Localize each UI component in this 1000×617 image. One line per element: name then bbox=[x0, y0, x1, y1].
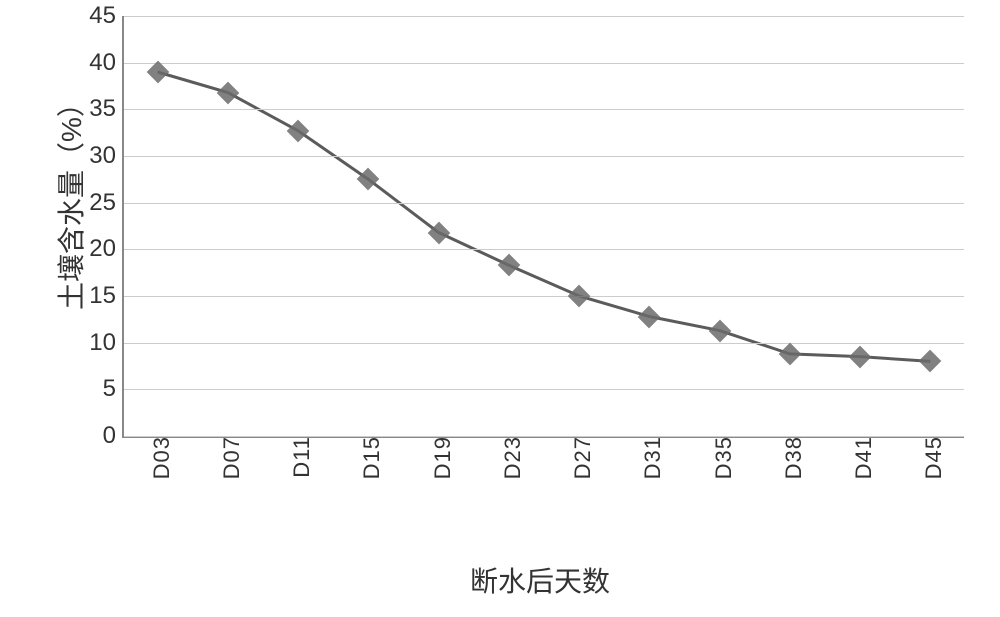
xtick-label: D38 bbox=[773, 436, 807, 479]
x-axis-label: 断水后天数 bbox=[470, 560, 610, 600]
ytick-label: 35 bbox=[89, 95, 124, 123]
gridline bbox=[124, 436, 964, 437]
gridline bbox=[124, 156, 964, 157]
xtick-label: D27 bbox=[562, 436, 596, 479]
xtick-label: D41 bbox=[843, 436, 877, 479]
ytick-label: 20 bbox=[89, 235, 124, 263]
gridline bbox=[124, 296, 964, 297]
xtick-label: D11 bbox=[281, 436, 315, 478]
data-line-svg bbox=[124, 16, 964, 436]
ytick-label: 5 bbox=[103, 375, 124, 403]
gridline bbox=[124, 109, 964, 110]
xtick-label: D15 bbox=[351, 436, 385, 479]
xtick-label: D35 bbox=[703, 436, 737, 479]
gridline bbox=[124, 203, 964, 204]
ytick-label: 0 bbox=[103, 422, 124, 450]
xtick-label: D23 bbox=[492, 436, 526, 479]
ytick-label: 10 bbox=[89, 329, 124, 357]
xtick-label: D19 bbox=[422, 436, 456, 479]
plot-area: 051015202530354045D03D07D11D15D19D23D27D… bbox=[122, 16, 964, 438]
xtick-label: D07 bbox=[211, 436, 245, 479]
gridline bbox=[124, 16, 964, 17]
xtick-label: D03 bbox=[141, 436, 175, 479]
ytick-label: 25 bbox=[89, 189, 124, 217]
data-line bbox=[158, 72, 931, 361]
ytick-label: 30 bbox=[89, 142, 124, 170]
ytick-label: 15 bbox=[89, 282, 124, 310]
gridline bbox=[124, 63, 964, 64]
y-axis-label: 土壤含水量（%） bbox=[50, 89, 90, 310]
ytick-label: 45 bbox=[89, 2, 124, 30]
chart-container: 土壤含水量（%） 断水后天数 051015202530354045D03D07D… bbox=[0, 0, 1000, 617]
gridline bbox=[124, 389, 964, 390]
xtick-label: D31 bbox=[632, 436, 666, 479]
gridline bbox=[124, 249, 964, 250]
ytick-label: 40 bbox=[89, 49, 124, 77]
xtick-label: D45 bbox=[913, 436, 947, 479]
gridline bbox=[124, 343, 964, 344]
